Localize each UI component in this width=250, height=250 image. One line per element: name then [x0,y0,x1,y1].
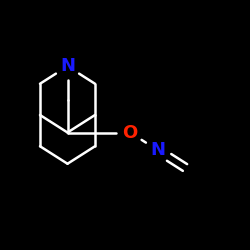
Text: N: N [60,57,75,75]
Text: N: N [150,141,165,159]
Text: O: O [122,124,138,142]
